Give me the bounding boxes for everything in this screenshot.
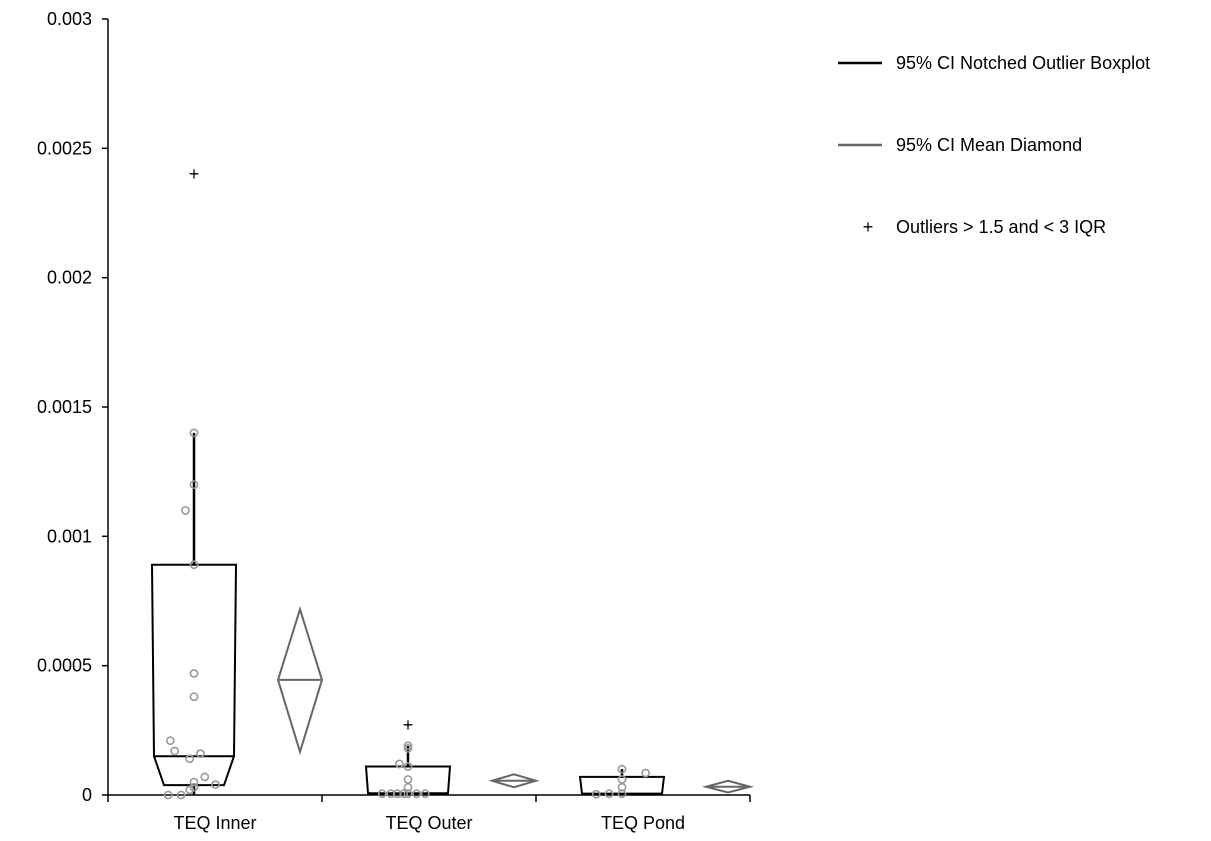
legend-label: Outliers > 1.5 and < 3 IQR: [896, 217, 1106, 237]
y-axis: 0 0.0005 0.001 0.0015 0.002 0.0025 0.003: [37, 9, 109, 805]
y-tick-label: 0.001: [47, 526, 92, 546]
y-tick-label: 0: [82, 785, 92, 805]
mean-diamond: [702, 779, 754, 794]
data-point: [189, 692, 199, 702]
data-point: [200, 772, 210, 782]
x-tick-label: TEQ Outer: [385, 813, 472, 833]
box-group-layer: ++: [150, 164, 666, 796]
y-tick-label: 0.002: [47, 268, 92, 288]
data-point: [170, 746, 180, 756]
data-point: [211, 780, 220, 790]
y-tick-label: 0.0025: [37, 138, 92, 158]
data-point: [189, 669, 199, 678]
legend-label: 95% CI Notched Outlier Boxplot: [896, 53, 1150, 73]
y-tick-label: 0.0015: [37, 397, 92, 417]
data-point: [394, 759, 404, 769]
mean-diamond-layer: [276, 605, 754, 794]
data-point: [641, 768, 651, 778]
data-point: [163, 790, 173, 800]
mean-diamond: [276, 605, 324, 756]
data-point: [185, 754, 195, 764]
data-point-layer: [163, 428, 651, 800]
x-axis: TEQ Inner TEQ Outer TEQ Pond: [107, 794, 751, 833]
legend-outlier-symbol: +: [863, 217, 874, 237]
data-point: [377, 789, 387, 799]
x-tick-label: TEQ Inner: [173, 813, 256, 833]
y-tick-label: 0.003: [47, 9, 92, 29]
x-tick-label: TEQ Pond: [601, 813, 685, 833]
data-point: [185, 785, 195, 795]
data-point: [196, 749, 205, 759]
y-tick-label: 0.0005: [37, 656, 92, 676]
data-point: [403, 762, 413, 771]
data-point: [420, 789, 430, 799]
legend: 95% CI Notched Outlier Boxplot 95% CI Mea…: [838, 53, 1150, 237]
data-point: [189, 428, 199, 438]
data-point: [399, 789, 409, 799]
mean-diamond: [488, 773, 540, 789]
data-point: [403, 744, 413, 753]
data-point: [591, 789, 601, 799]
data-point: [189, 777, 199, 787]
data-point: [617, 775, 627, 784]
data-point: [403, 775, 413, 784]
data-point: [412, 789, 421, 799]
outlier-marker: +: [403, 715, 414, 735]
legend-label: 95% CI Mean Diamond: [896, 135, 1082, 155]
data-point: [165, 736, 175, 746]
data-point: [617, 764, 627, 774]
data-point: [604, 789, 614, 799]
data-point: [180, 506, 190, 515]
data-point: [403, 741, 413, 751]
outlier-marker: +: [189, 164, 200, 184]
data-point: [189, 480, 199, 489]
notched-box: [150, 563, 238, 787]
data-point: [189, 782, 199, 792]
data-point: [176, 790, 186, 800]
data-point: [189, 560, 199, 570]
